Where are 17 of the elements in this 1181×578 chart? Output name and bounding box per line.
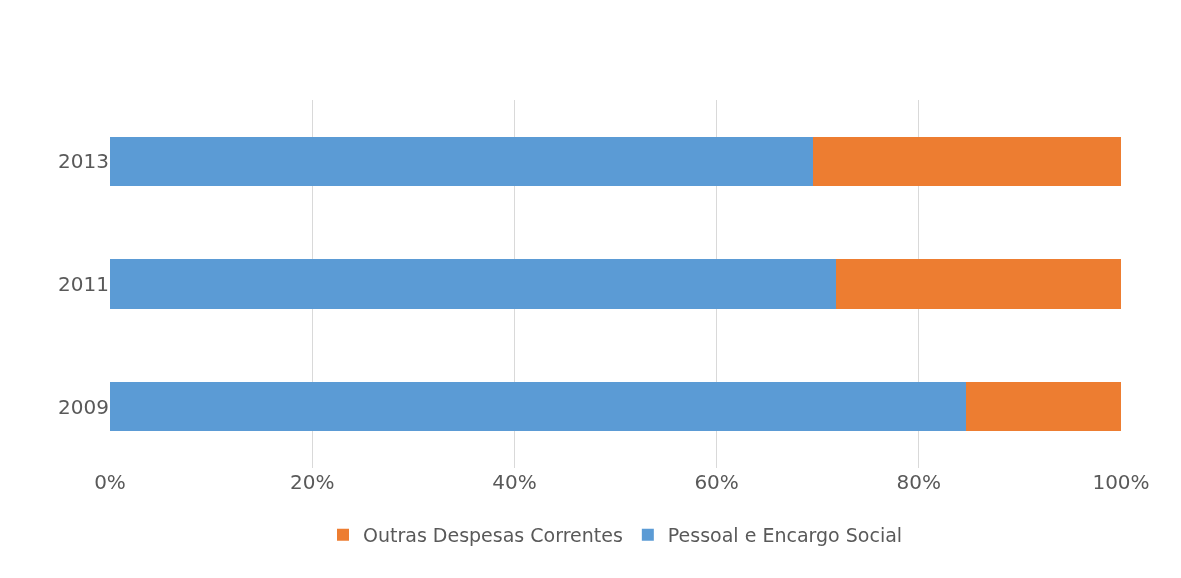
bar bbox=[110, 136, 813, 186]
x-tick-label: 40% bbox=[492, 470, 537, 494]
x-tick-label: 80% bbox=[896, 470, 942, 494]
x-tick-label: 20% bbox=[289, 470, 335, 494]
legend-label: Pessoal e Encargo Social bbox=[667, 524, 903, 547]
y-tick-label: 2011 bbox=[58, 272, 109, 296]
bar bbox=[835, 259, 1121, 309]
bar bbox=[110, 259, 836, 309]
bar bbox=[812, 136, 1121, 186]
y-tick-label: 2009 bbox=[58, 394, 109, 419]
x-tick-label: 0% bbox=[94, 470, 126, 494]
x-tick-label: 60% bbox=[694, 470, 739, 494]
x-tick-label: 100% bbox=[1092, 470, 1150, 494]
bar bbox=[110, 382, 967, 432]
y-tick-label: 2013 bbox=[58, 149, 109, 174]
legend-label: Outras Despesas Correntes bbox=[363, 524, 623, 547]
bar bbox=[966, 382, 1121, 432]
